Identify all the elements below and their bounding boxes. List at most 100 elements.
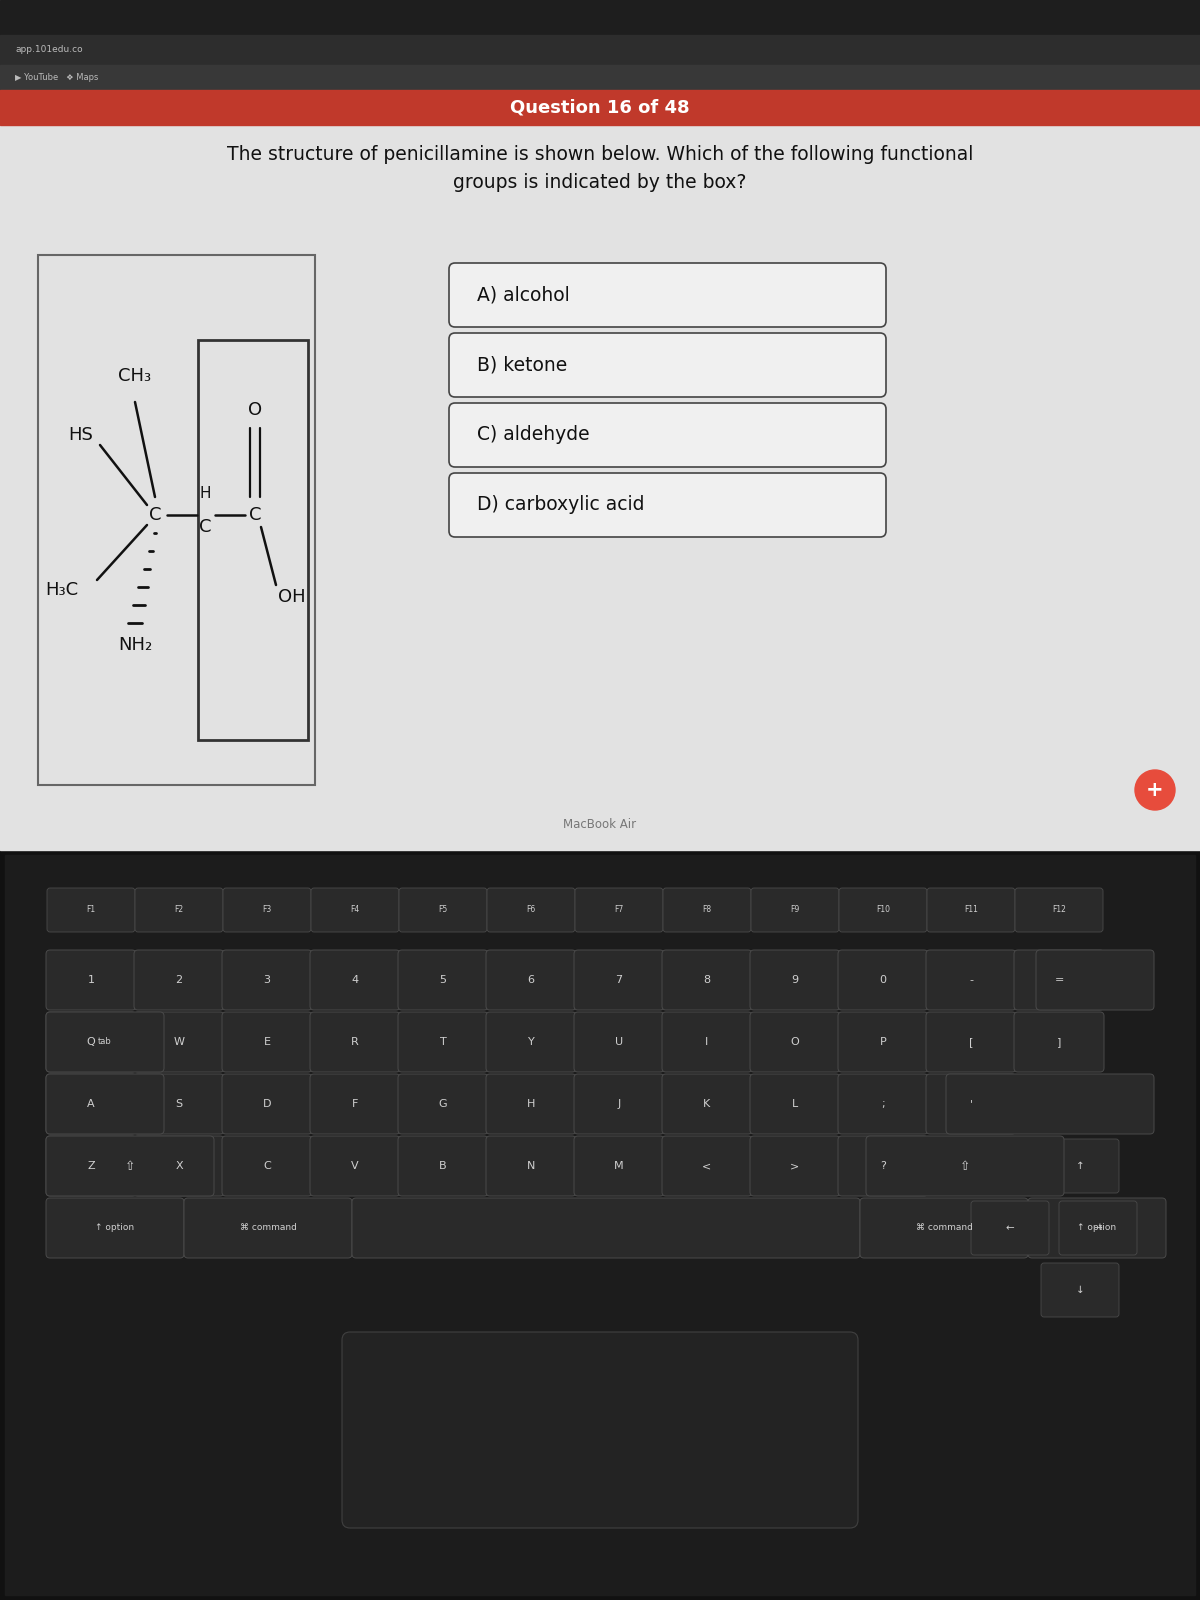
FancyBboxPatch shape [928,888,1015,931]
FancyBboxPatch shape [860,1198,1028,1258]
FancyBboxPatch shape [838,950,928,1010]
Text: F9: F9 [791,906,799,915]
FancyBboxPatch shape [310,1074,400,1134]
Text: ↑ option: ↑ option [96,1224,134,1232]
Text: ]: ] [1057,1037,1061,1046]
FancyBboxPatch shape [398,1074,488,1134]
Text: 9: 9 [792,974,798,986]
Text: ↑ option: ↑ option [1078,1224,1116,1232]
FancyBboxPatch shape [134,1136,224,1197]
Text: A: A [88,1099,95,1109]
Bar [0,66,1200,90]
FancyBboxPatch shape [838,1013,928,1072]
Text: Z: Z [88,1162,95,1171]
Bar [0,125,1200,850]
Text: O: O [791,1037,799,1046]
FancyBboxPatch shape [398,888,487,931]
Text: 2: 2 [175,974,182,986]
Text: I: I [706,1037,709,1046]
FancyBboxPatch shape [222,950,312,1010]
Text: F11: F11 [964,906,978,915]
FancyBboxPatch shape [1042,1262,1120,1317]
FancyBboxPatch shape [1014,1013,1104,1072]
Text: G: G [439,1099,448,1109]
FancyBboxPatch shape [46,1013,164,1072]
FancyBboxPatch shape [449,333,886,397]
Text: E: E [264,1037,270,1046]
Text: <: < [702,1162,712,1171]
Text: =: = [1055,974,1063,986]
FancyBboxPatch shape [662,888,751,931]
FancyBboxPatch shape [1028,1198,1166,1258]
Text: L: L [792,1099,798,1109]
Text: J: J [617,1099,620,1109]
Text: 5: 5 [439,974,446,986]
Text: Question 16 of 48: Question 16 of 48 [510,99,690,117]
FancyBboxPatch shape [398,1013,488,1072]
FancyBboxPatch shape [223,888,311,931]
Text: CH₃: CH₃ [119,366,151,386]
FancyBboxPatch shape [971,1202,1049,1254]
Text: +: + [1146,781,1164,800]
Text: F3: F3 [263,906,271,915]
Text: ?: ? [880,1162,886,1171]
Text: ⇧: ⇧ [960,1160,971,1173]
Bar [0,90,1200,125]
Text: H: H [199,485,211,501]
FancyBboxPatch shape [449,403,886,467]
Text: W: W [174,1037,185,1046]
Text: C: C [248,506,262,525]
Text: 0: 0 [880,974,887,986]
Text: C) aldehyde: C) aldehyde [476,426,589,445]
Text: ↓: ↓ [1075,1285,1085,1294]
Text: [: [ [968,1037,973,1046]
Text: →: → [1093,1222,1103,1234]
Text: N: N [527,1162,535,1171]
FancyBboxPatch shape [46,1013,136,1072]
Text: B: B [439,1162,446,1171]
Text: F10: F10 [876,906,890,915]
Text: ⌘ command: ⌘ command [916,1224,972,1232]
Text: F7: F7 [614,906,624,915]
Text: X: X [175,1162,182,1171]
FancyBboxPatch shape [838,1074,928,1134]
Bar [38,254,314,786]
Text: ': ' [970,1099,972,1109]
Bar [5,854,1195,1595]
FancyBboxPatch shape [1015,888,1103,931]
Text: Q: Q [86,1037,95,1046]
FancyBboxPatch shape [926,1013,1016,1072]
FancyBboxPatch shape [750,1013,840,1072]
Text: MacBook Air: MacBook Air [564,819,636,832]
FancyBboxPatch shape [866,1136,1064,1197]
FancyBboxPatch shape [486,1074,576,1134]
Text: B) ketone: B) ketone [476,355,568,374]
FancyBboxPatch shape [46,950,136,1010]
Text: D) carboxylic acid: D) carboxylic acid [476,496,644,515]
FancyBboxPatch shape [134,950,224,1010]
Text: F4: F4 [350,906,360,915]
FancyBboxPatch shape [46,1136,214,1197]
Bar [0,35,1200,66]
Text: D: D [263,1099,271,1109]
Text: app.101edu.co: app.101edu.co [14,45,83,54]
FancyBboxPatch shape [1060,1202,1138,1254]
FancyBboxPatch shape [662,1136,752,1197]
FancyBboxPatch shape [486,1136,576,1197]
Text: P: P [880,1037,887,1046]
FancyBboxPatch shape [310,1136,400,1197]
Text: >: > [791,1162,799,1171]
Text: T: T [439,1037,446,1046]
FancyBboxPatch shape [398,950,488,1010]
Text: ;: ; [881,1099,884,1109]
Text: 3: 3 [264,974,270,986]
Text: C: C [199,518,211,536]
Circle shape [1135,770,1175,810]
FancyBboxPatch shape [926,950,1016,1010]
FancyBboxPatch shape [398,1136,488,1197]
Text: A) alcohol: A) alcohol [476,285,570,304]
Bar [0,850,1200,1600]
FancyBboxPatch shape [46,1136,136,1197]
Text: NH₂: NH₂ [118,635,152,654]
FancyBboxPatch shape [46,1074,164,1134]
